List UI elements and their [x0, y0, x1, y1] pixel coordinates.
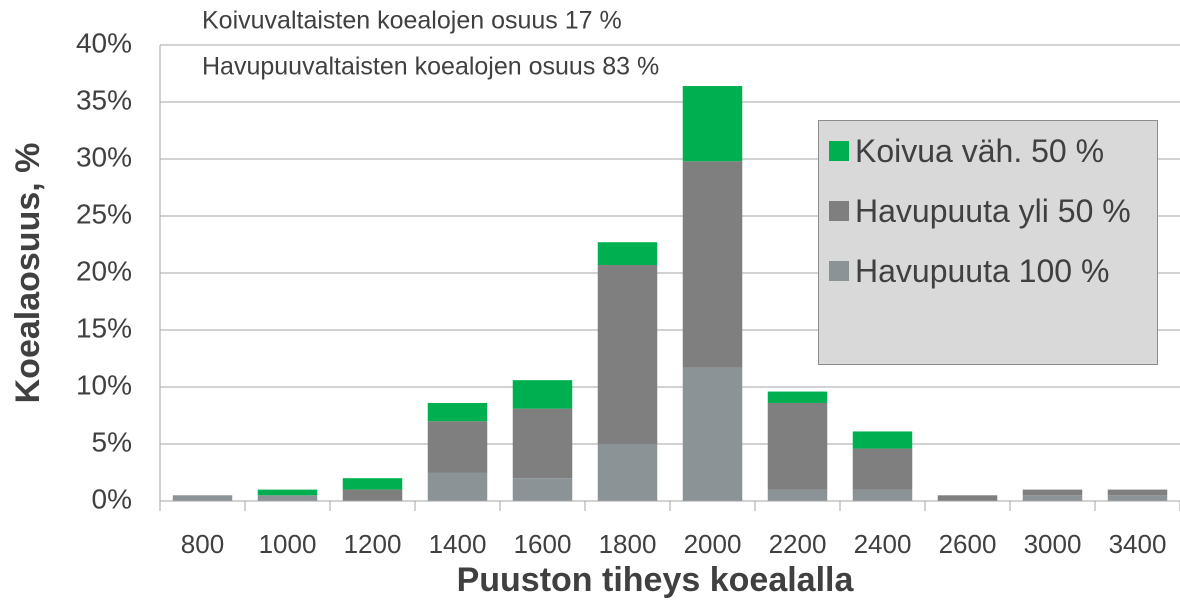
bar-segment: [427, 421, 488, 473]
legend-swatch: [829, 261, 849, 281]
x-tick-label: 2400: [854, 529, 912, 559]
bar-segment: [852, 489, 913, 501]
x-tick-label: 3400: [1109, 529, 1167, 559]
annotation: Havupuuvaltaisten koealojen osuus 83 %: [202, 53, 659, 81]
legend-swatch: [829, 201, 849, 221]
bar-segment: [682, 367, 743, 501]
x-tick-label: 2600: [939, 529, 997, 559]
x-tick-label: 1200: [344, 529, 402, 559]
bar-segment: [852, 431, 913, 449]
bar-segment: [1022, 495, 1083, 501]
legend-item: Havupuuta yli 50 %: [829, 193, 1149, 229]
x-tick-label: 800: [181, 529, 224, 559]
x-axis-title: Puuston tiheys koealalla: [457, 561, 855, 599]
bar-segment: [937, 495, 998, 501]
legend-swatch: [829, 141, 849, 161]
bar-segment: [257, 495, 318, 501]
bar-segment: [597, 242, 658, 266]
y-tick-label: 0%: [92, 483, 132, 514]
legend-label: Havupuuta yli 50 %: [855, 193, 1131, 229]
legend-item: Koivua väh. 50 %: [829, 133, 1149, 169]
y-tick-label: 30%: [76, 141, 132, 172]
y-tick-label: 25%: [76, 198, 132, 229]
bar-segment: [852, 448, 913, 490]
bar-segment: [767, 391, 828, 403]
legend-label: Koivua väh. 50 %: [855, 133, 1105, 169]
bar-segment: [597, 444, 658, 501]
bar-segment: [1022, 489, 1083, 496]
y-tick-label: 10%: [76, 369, 132, 400]
y-tick-label: 5%: [92, 426, 132, 457]
bar-segment: [1107, 495, 1168, 501]
bar-segment: [427, 472, 488, 501]
bar-segment: [597, 265, 658, 444]
x-tick-label: 2200: [769, 529, 827, 559]
legend-label: Havupuuta 100 %: [855, 253, 1110, 289]
bar-segment: [257, 489, 318, 496]
x-tick-label: 2000: [684, 529, 742, 559]
bar-segment: [1107, 489, 1168, 496]
x-tick-label: 3000: [1024, 529, 1082, 559]
legend: Koivua väh. 50 % Havupuuta yli 50 % Havupu…: [818, 120, 1158, 365]
y-tick-label: 20%: [76, 255, 132, 286]
bar-segment: [342, 489, 403, 501]
x-tick-label: 1800: [599, 529, 657, 559]
bar-segment: [512, 380, 573, 409]
bar-segment: [427, 402, 488, 422]
x-tick-label: 1600: [514, 529, 572, 559]
bar-segment: [767, 489, 828, 501]
bar-segment: [342, 478, 403, 490]
annotation: Koivuvaltaisten koealojen osuus 17 %: [202, 7, 622, 35]
bar-segment: [682, 86, 743, 162]
bar-segment: [767, 402, 828, 490]
y-tick-label: 40%: [76, 27, 132, 58]
y-tick-label: 35%: [76, 84, 132, 115]
x-tick-label: 1400: [429, 529, 487, 559]
legend-item: Havupuuta 100 %: [829, 253, 1149, 289]
bar-segment: [512, 478, 573, 501]
bar-segment: [512, 408, 573, 479]
y-axis-title: Koealaosuus, %: [9, 143, 47, 404]
bar-segment: [172, 495, 233, 501]
x-tick-label: 1000: [259, 529, 317, 559]
bar-segment: [682, 161, 743, 368]
y-tick-label: 15%: [76, 312, 132, 343]
